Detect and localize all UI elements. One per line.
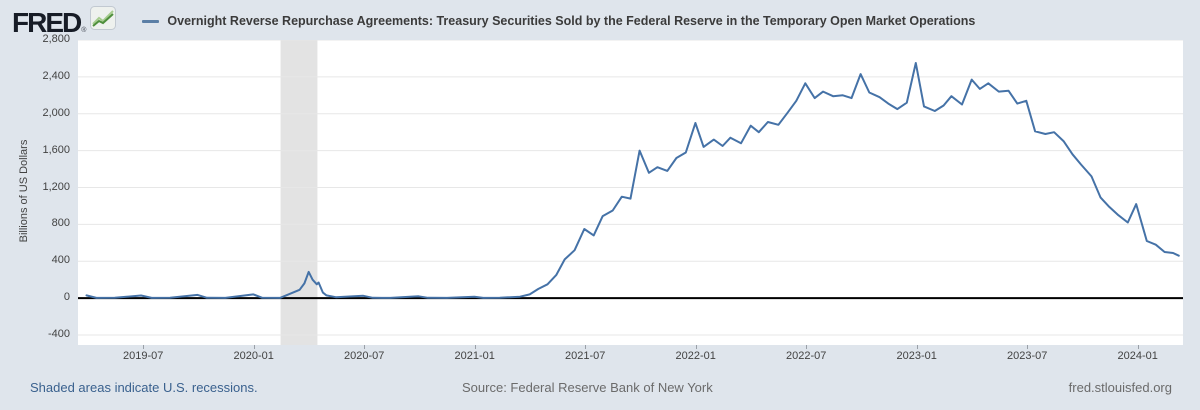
fred-logo-text: FRED: [12, 7, 82, 38]
x-axis-tick-mark: [1137, 345, 1139, 349]
y-axis-tick-label: -400: [47, 328, 70, 340]
source-text: Source: Federal Reserve Bank of New York: [462, 380, 713, 395]
y-axis-tick-label: 1,200: [42, 180, 70, 193]
recession-note-link[interactable]: Shaded areas indicate U.S. recessions.: [30, 380, 258, 395]
chart-header: FRED ® Overnight Reverse Repurchase Agre…: [12, 6, 975, 38]
y-axis-tick-label: 2,000: [42, 106, 70, 119]
x-axis-tick-label: 2020-07: [344, 350, 385, 362]
y-axis-tick-label: 2,400: [42, 69, 70, 82]
x-axis-tick-label: 2022-07: [786, 350, 827, 362]
y-axis-tick-label: 1,600: [42, 143, 70, 156]
recession-shading-band: [280, 40, 318, 345]
fred-site-link[interactable]: fred.stlouisfed.org: [1068, 380, 1172, 395]
data-series-line: [85, 62, 1180, 299]
x-axis-tick-label: 2022-01: [675, 350, 716, 362]
x-axis-tick-label: 2024-01: [1117, 350, 1158, 362]
x-axis-tick-label: 2019-07: [123, 350, 164, 362]
fred-logo-chart-icon: [90, 6, 117, 35]
chart-plot-area[interactable]: [78, 40, 1183, 345]
x-axis-tick-mark: [695, 345, 697, 349]
x-axis-tick-mark: [474, 345, 476, 349]
x-axis-tick-label: 2020-01: [233, 350, 274, 362]
y-axis-tick-label: 800: [51, 217, 70, 230]
x-axis-tick-mark: [143, 345, 145, 349]
x-axis-tick-mark: [364, 345, 366, 349]
x-axis-tick-mark: [585, 345, 587, 349]
x-axis-tick-label: 2021-01: [454, 350, 495, 362]
legend-series-label: Overnight Reverse Repurchase Agreements:…: [167, 14, 976, 28]
y-axis-tick-label: 0: [63, 291, 70, 304]
x-axis-tick-label: 2021-07: [565, 350, 606, 362]
x-axis-tick-mark: [806, 345, 808, 349]
y-axis-tick-label: 400: [51, 254, 70, 267]
chart-legend: Overnight Reverse Repurchase Agreements:…: [142, 14, 975, 28]
x-axis-tick-label: 2023-01: [896, 350, 937, 362]
registered-trademark-symbol: ®: [81, 27, 87, 34]
x-axis-tick-mark: [916, 345, 918, 349]
x-axis-tick-mark: [253, 345, 255, 349]
x-axis-tick-label: 2023-07: [1007, 350, 1048, 362]
fred-logo-link[interactable]: FRED ®: [12, 6, 117, 38]
legend-series-swatch: [142, 19, 160, 23]
x-axis-tick-mark: [1027, 345, 1029, 349]
y-axis-tick-label: 2,800: [42, 33, 70, 45]
